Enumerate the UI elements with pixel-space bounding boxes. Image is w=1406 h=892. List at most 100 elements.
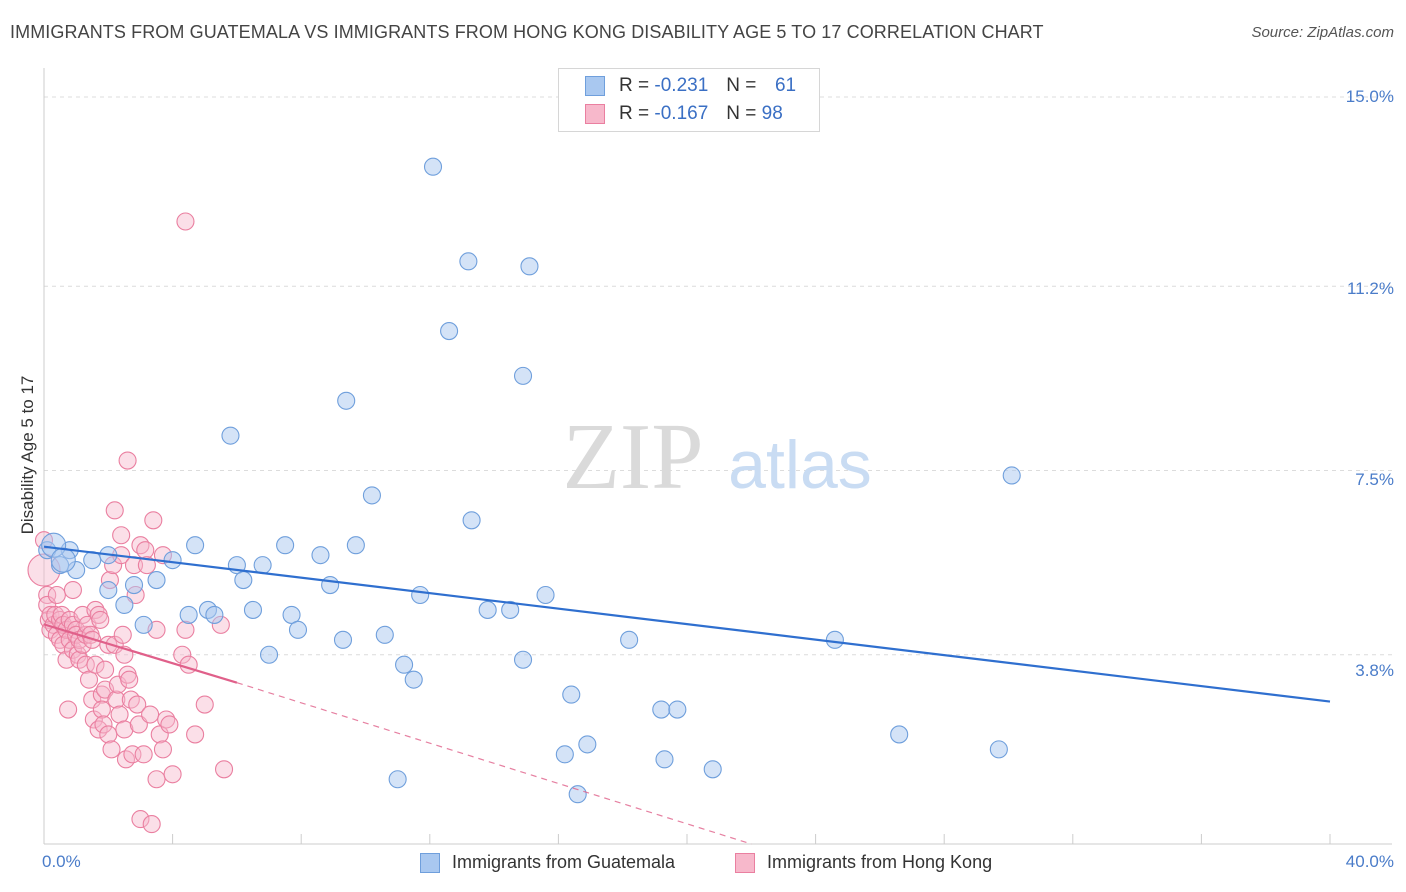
hong-kong-point bbox=[173, 645, 192, 664]
guatemala-point bbox=[555, 745, 574, 764]
legend-hong-kong-swatch bbox=[735, 852, 755, 873]
watermark-atlas: atlas bbox=[728, 427, 872, 503]
guatemala-point bbox=[501, 600, 520, 619]
n-value: 98 bbox=[761, 103, 783, 124]
guatemala-point bbox=[404, 670, 423, 689]
hong-kong-point bbox=[51, 630, 70, 649]
hong-kong-point bbox=[57, 650, 76, 669]
source-attribution: Source: ZipAtlas.com bbox=[1251, 24, 1394, 41]
legend-item-guatemala[interactable]: Immigrants from Guatemala bbox=[420, 852, 675, 873]
hong-kong-point bbox=[94, 715, 113, 734]
hong-kong-point bbox=[176, 620, 195, 639]
hong-kong-point bbox=[120, 670, 139, 689]
hong-kong-point bbox=[131, 536, 150, 555]
guatemala-point bbox=[411, 585, 430, 605]
stats-row-guatemala: R = -0.231 N = 61 bbox=[585, 73, 796, 99]
guatemala-point bbox=[205, 605, 224, 624]
hong-kong-point bbox=[214, 760, 234, 779]
x-tick-label-min: 0.0% bbox=[42, 852, 81, 871]
hong-kong-point bbox=[102, 740, 121, 759]
watermark: ZIP atlas bbox=[563, 405, 872, 509]
stats-row-hong-kong: R = -0.167 N = 98 bbox=[585, 101, 783, 127]
guatemala-point bbox=[568, 785, 587, 804]
hong-kong-point bbox=[96, 660, 115, 679]
guatemala-point bbox=[459, 252, 478, 271]
guatemala-point bbox=[134, 615, 153, 634]
y-tick-label: 3.8% bbox=[1355, 661, 1394, 680]
hong-kong-point bbox=[99, 725, 118, 744]
guatemala-point bbox=[221, 426, 240, 445]
guatemala-point bbox=[825, 630, 844, 649]
guatemala-point bbox=[890, 725, 909, 744]
hong-kong-point bbox=[86, 655, 105, 674]
hong-kong-point bbox=[91, 610, 110, 629]
watermark-zip: ZIP bbox=[563, 405, 704, 509]
hong-kong-point bbox=[141, 705, 160, 724]
hong-kong-point bbox=[195, 695, 214, 714]
guatemala-point bbox=[562, 685, 581, 704]
guatemala-point bbox=[163, 551, 182, 570]
hong-kong-point bbox=[160, 715, 179, 734]
guatemala-point bbox=[333, 630, 353, 649]
hong-kong-trend-extension bbox=[236, 682, 752, 845]
guatemala-point bbox=[115, 595, 134, 615]
guatemala-point bbox=[124, 575, 144, 595]
guatemala-point bbox=[620, 630, 639, 649]
guatemala-point bbox=[395, 655, 414, 674]
hong-kong-point bbox=[107, 690, 126, 709]
hong-kong-point bbox=[92, 700, 111, 719]
guatemala-point bbox=[513, 650, 533, 669]
guatemala-swatch bbox=[585, 76, 605, 96]
guatemala-point bbox=[243, 600, 263, 619]
hong-kong-point bbox=[89, 720, 108, 739]
hong-kong-point bbox=[63, 580, 82, 600]
r-value: -0.231 bbox=[654, 75, 709, 96]
hong-kong-point bbox=[76, 655, 95, 674]
guatemala-point bbox=[423, 157, 443, 176]
guatemala-point bbox=[288, 620, 308, 639]
guatemala-point bbox=[321, 575, 340, 595]
guatemala-point bbox=[478, 600, 497, 619]
guatemala-point bbox=[668, 700, 687, 719]
hong-kong-point bbox=[118, 451, 137, 470]
guatemala-point bbox=[375, 625, 394, 644]
axes bbox=[43, 68, 1392, 845]
hong-kong-point bbox=[63, 640, 82, 659]
y-axis-label: Disability Age 5 to 17 bbox=[18, 375, 37, 535]
guatemala-point bbox=[703, 760, 722, 779]
guatemala-point bbox=[462, 511, 481, 530]
legend-hong-kong-label: Immigrants from Hong Kong bbox=[767, 852, 993, 872]
guatemala-point bbox=[362, 486, 381, 505]
guatemala-point bbox=[147, 571, 166, 590]
guatemala-point bbox=[440, 322, 459, 341]
hong-kong-point bbox=[134, 745, 153, 764]
hong-kong-point bbox=[47, 585, 66, 605]
hong-kong-point bbox=[92, 685, 111, 704]
legend-guatemala-swatch bbox=[420, 852, 440, 873]
hong-kong-point bbox=[153, 740, 173, 759]
hong-kong-point bbox=[142, 815, 161, 834]
x-tick-label-max: 40.0% bbox=[1345, 852, 1394, 871]
hong-kong-point bbox=[157, 710, 176, 729]
guatemala-point bbox=[311, 546, 330, 565]
hong-kong-trend-line bbox=[43, 623, 238, 684]
legend-item-hong-kong[interactable]: Immigrants from Hong Kong bbox=[735, 852, 992, 873]
guatemala-point bbox=[989, 740, 1008, 759]
n-label: N = bbox=[726, 103, 757, 124]
hong-kong-point bbox=[38, 585, 57, 605]
hong-kong-point bbox=[67, 620, 86, 639]
hong-kong-point bbox=[137, 556, 156, 575]
hong-kong-point bbox=[115, 720, 134, 739]
guatemala-point bbox=[578, 735, 597, 754]
guatemala-point bbox=[259, 645, 279, 664]
n-label: N = bbox=[726, 75, 757, 96]
hong-kong-point bbox=[79, 670, 99, 689]
guatemala-point bbox=[388, 770, 407, 789]
stats-box: R = -0.231 N = 61 R = -0.167 N = 98 bbox=[558, 68, 820, 132]
guatemala-point bbox=[179, 605, 198, 624]
trend-lines bbox=[43, 545, 1331, 845]
hong-kong-point bbox=[136, 541, 155, 560]
guatemala-trend-line bbox=[43, 545, 1331, 703]
guatemala-point bbox=[655, 750, 674, 769]
